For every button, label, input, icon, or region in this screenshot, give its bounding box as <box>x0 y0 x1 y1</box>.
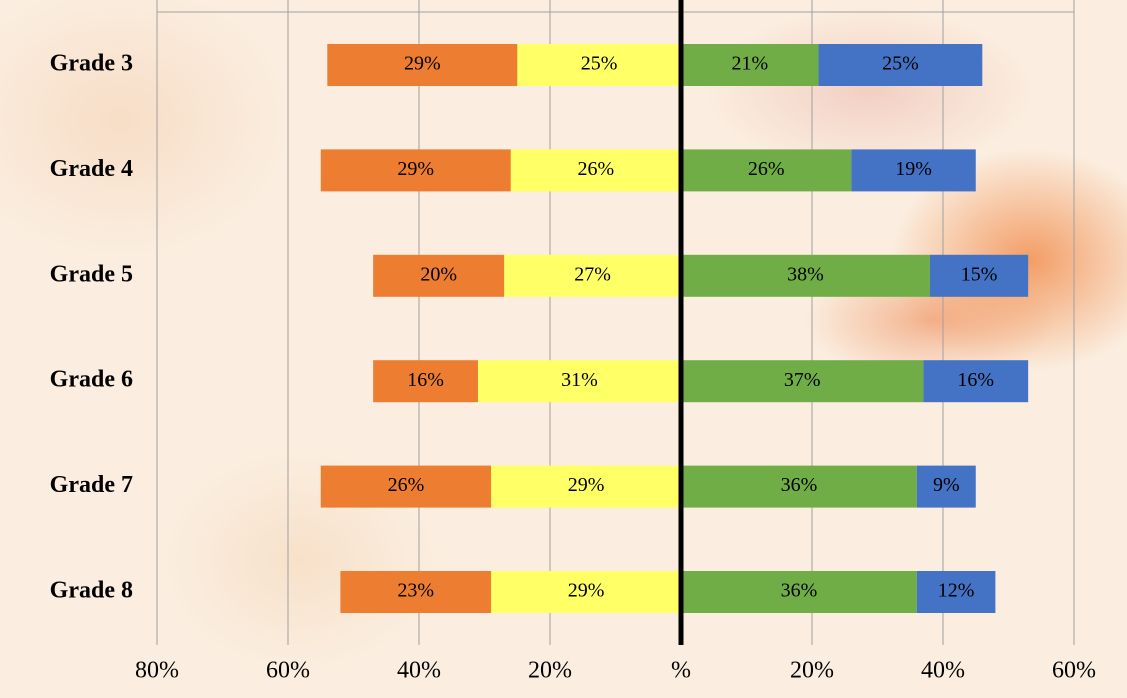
data-label: 29% <box>568 474 605 496</box>
category-label: Grade 8 <box>50 578 133 604</box>
x-tick-label: 40% <box>921 658 965 684</box>
data-label: 37% <box>784 369 821 391</box>
bar-segment <box>916 465 976 508</box>
data-label: 23% <box>397 580 434 602</box>
data-label: 38% <box>787 263 824 285</box>
data-label: 29% <box>397 158 434 180</box>
data-label: 21% <box>731 53 768 75</box>
bar-segment <box>491 571 681 613</box>
data-label: 20% <box>420 263 457 285</box>
category-label: Grade 5 <box>50 261 133 287</box>
bar-segment <box>340 571 492 613</box>
bar-segment <box>681 360 924 403</box>
bar-segment <box>681 571 917 613</box>
bar-segment <box>510 149 681 192</box>
bar-segment <box>851 149 976 192</box>
x-tick-label: 40% <box>397 658 441 684</box>
data-label: 12% <box>938 580 975 602</box>
data-label: 29% <box>568 580 605 602</box>
bar-segment <box>818 44 983 86</box>
bar-segment <box>681 465 917 508</box>
data-label: 19% <box>895 158 932 180</box>
data-label: 26% <box>748 158 785 180</box>
x-tick-label: % <box>671 658 691 684</box>
x-tick-label: 20% <box>528 658 572 684</box>
category-label: Grade 4 <box>50 156 133 182</box>
bar-segment <box>681 254 930 297</box>
bar-segment <box>373 360 478 403</box>
bar-segment <box>491 465 681 508</box>
bar-segment <box>929 254 1029 297</box>
data-label: 9% <box>933 474 960 496</box>
bar-segment <box>681 44 819 86</box>
x-tick-label: 20% <box>790 658 834 684</box>
data-label: 36% <box>781 580 818 602</box>
data-label: 26% <box>578 158 615 180</box>
x-tick-label: 60% <box>266 658 310 684</box>
data-label: 25% <box>882 53 919 75</box>
data-label: 31% <box>561 369 598 391</box>
bar-segment <box>916 571 996 613</box>
data-label: 16% <box>407 369 444 391</box>
data-label: 16% <box>957 369 994 391</box>
bar-segment <box>373 254 505 297</box>
bar-segment <box>320 465 492 508</box>
category-label: Grade 3 <box>50 51 133 77</box>
data-label: 36% <box>781 474 818 496</box>
bar-segment <box>923 360 1029 403</box>
bar-segment <box>517 44 681 86</box>
bar-segment <box>327 44 518 86</box>
bar-segment <box>681 149 852 192</box>
data-label: 25% <box>581 53 618 75</box>
data-label: 29% <box>404 53 441 75</box>
data-label: 15% <box>961 263 998 285</box>
category-label: Grade 6 <box>50 367 133 393</box>
data-label: 26% <box>388 474 425 496</box>
data-label: 27% <box>574 263 611 285</box>
category-label: Grade 7 <box>50 472 133 498</box>
x-tick-label: 60% <box>1052 658 1096 684</box>
bar-segment <box>477 360 681 403</box>
x-tick-label: 80% <box>135 658 179 684</box>
bar-segment <box>504 254 681 297</box>
bar-segment <box>320 149 511 192</box>
